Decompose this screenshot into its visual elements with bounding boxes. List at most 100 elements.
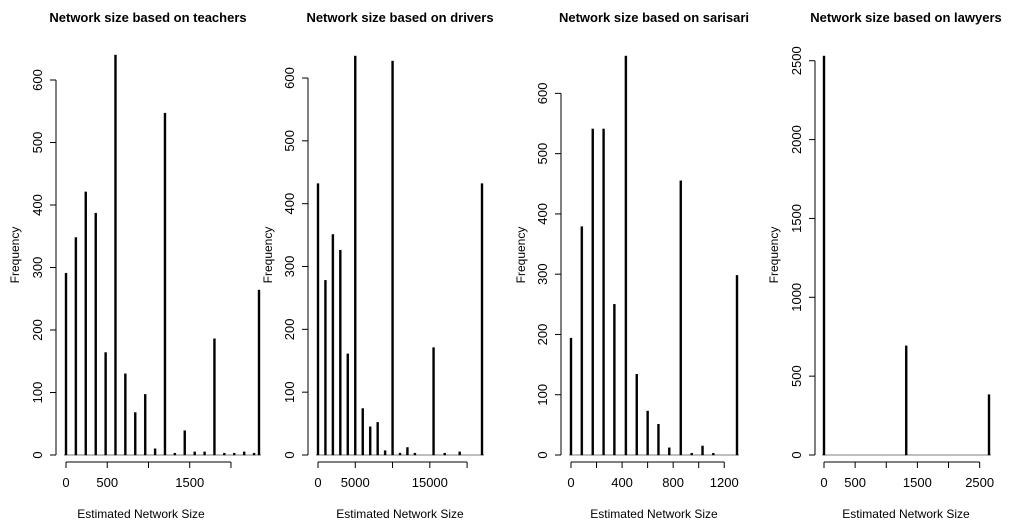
y-axis-label: Frequency bbox=[514, 227, 528, 284]
histogram-bar bbox=[591, 128, 594, 456]
y-tick-label: 400 bbox=[282, 193, 297, 215]
histogram-bar bbox=[124, 373, 127, 456]
histogram-bar bbox=[134, 412, 137, 456]
x-axis-label: Estimated Network Size bbox=[77, 507, 205, 521]
histogram-bar bbox=[354, 55, 357, 456]
histogram-bar bbox=[569, 337, 573, 456]
chart-title: Network size based on sarisari bbox=[559, 10, 749, 25]
y-tick-label: 300 bbox=[535, 263, 550, 285]
histogram-bar bbox=[368, 426, 372, 456]
x-tick-label: 0 bbox=[567, 475, 574, 490]
histogram-bar bbox=[635, 374, 638, 456]
y-tick-label: 500 bbox=[30, 132, 45, 154]
chart-title: Network size based on drivers bbox=[306, 10, 493, 25]
x-axis-label: Estimated Network Size bbox=[842, 507, 970, 521]
histogram-bar bbox=[324, 280, 327, 456]
y-tick-label: 100 bbox=[282, 381, 297, 403]
histogram-bar bbox=[580, 226, 584, 456]
histogram-bar bbox=[480, 183, 484, 456]
y-tick-label: 1500 bbox=[789, 204, 804, 233]
histogram-bar bbox=[383, 450, 387, 456]
histogram-bar bbox=[94, 212, 97, 456]
x-axis-label: Estimated Network Size bbox=[590, 507, 718, 521]
x-tick-label: 500 bbox=[96, 475, 118, 490]
histogram-bar bbox=[257, 289, 261, 456]
histogram-bar bbox=[735, 275, 739, 456]
histogram-bar bbox=[361, 408, 364, 456]
x-tick-label: 2500 bbox=[965, 475, 994, 490]
y-tick-label: 100 bbox=[30, 382, 45, 404]
histogram-bar bbox=[64, 272, 68, 456]
histogram-bar bbox=[331, 234, 335, 456]
y-tick-label: 0 bbox=[30, 451, 45, 458]
histogram-bar bbox=[114, 54, 117, 456]
y-tick-label: 0 bbox=[535, 451, 550, 458]
histogram-bar bbox=[679, 180, 683, 456]
x-tick-label: 800 bbox=[662, 475, 684, 490]
y-axis-label: Frequency bbox=[261, 227, 275, 284]
y-tick-label: 400 bbox=[535, 203, 550, 225]
histogram-bar bbox=[346, 353, 350, 456]
histogram-bar bbox=[153, 448, 157, 456]
y-tick-label: 400 bbox=[30, 194, 45, 216]
histogram-bar bbox=[163, 112, 167, 456]
chart-title: Network size based on teachers bbox=[49, 10, 246, 25]
x-tick-label: 1500 bbox=[175, 475, 204, 490]
histogram-bar bbox=[316, 183, 320, 456]
histogram-bar bbox=[646, 410, 649, 456]
histogram-bar bbox=[668, 447, 671, 456]
histogram-bar bbox=[143, 394, 147, 456]
y-tick-label: 100 bbox=[535, 384, 550, 406]
y-tick-label: 2000 bbox=[789, 125, 804, 154]
histogram-bar bbox=[602, 128, 605, 456]
y-axis-label: Frequency bbox=[8, 227, 22, 284]
x-tick-label: 400 bbox=[611, 475, 633, 490]
histogram-bar bbox=[613, 304, 616, 456]
y-tick-label: 500 bbox=[282, 130, 297, 152]
histogram-bar bbox=[701, 445, 704, 456]
x-tick-label: 1200 bbox=[710, 475, 739, 490]
y-tick-label: 1000 bbox=[789, 283, 804, 312]
y-tick-label: 600 bbox=[30, 69, 45, 91]
histogram-bar bbox=[203, 451, 206, 456]
histogram-bar bbox=[822, 55, 826, 456]
histogram-bar bbox=[432, 347, 435, 456]
x-tick-label: 15000 bbox=[412, 475, 448, 490]
y-tick-label: 2500 bbox=[789, 46, 804, 75]
histogram-bar bbox=[74, 237, 78, 456]
y-tick-label: 300 bbox=[282, 256, 297, 278]
y-tick-label: 600 bbox=[282, 67, 297, 89]
histogram-bar bbox=[987, 394, 991, 456]
y-tick-label: 200 bbox=[535, 324, 550, 346]
histogram-bar bbox=[183, 430, 186, 456]
histogram-bar bbox=[904, 345, 908, 456]
y-tick-label: 0 bbox=[282, 451, 297, 458]
histogram-bar bbox=[242, 451, 246, 456]
histogram-bar bbox=[391, 60, 394, 456]
y-axis-label: Frequency bbox=[767, 227, 781, 284]
y-tick-label: 500 bbox=[535, 143, 550, 165]
x-tick-label: 500 bbox=[844, 475, 866, 490]
histogram-bar bbox=[213, 338, 216, 456]
x-tick-label: 0 bbox=[314, 475, 321, 490]
histogram-bar bbox=[458, 451, 461, 456]
histogram-bar bbox=[339, 249, 342, 456]
histogram-bar bbox=[624, 55, 628, 456]
x-tick-label: 1500 bbox=[903, 475, 932, 490]
chart-title: Network size based on lawyers bbox=[810, 10, 1001, 25]
y-tick-label: 500 bbox=[789, 365, 804, 387]
y-tick-label: 200 bbox=[282, 318, 297, 340]
y-tick-label: 200 bbox=[30, 319, 45, 341]
x-tick-label: 0 bbox=[820, 475, 827, 490]
y-tick-label: 0 bbox=[789, 451, 804, 458]
histogram-bar bbox=[193, 451, 196, 456]
histogram-bar bbox=[84, 191, 87, 456]
x-tick-label: 5000 bbox=[341, 475, 370, 490]
x-tick-label: 0 bbox=[62, 475, 69, 490]
histogram-bar bbox=[104, 352, 107, 456]
histogram-bar bbox=[406, 447, 409, 456]
y-tick-label: 300 bbox=[30, 257, 45, 279]
y-tick-label: 600 bbox=[535, 83, 550, 105]
x-axis-label: Estimated Network Size bbox=[336, 507, 464, 521]
